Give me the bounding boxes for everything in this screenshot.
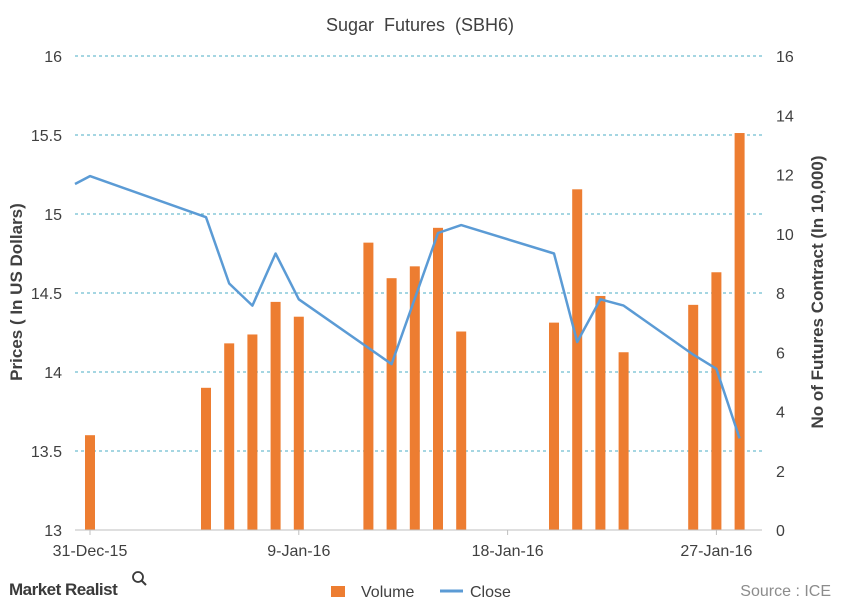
- volume-bar: [247, 334, 258, 530]
- x-tick-label: 18-Jan-16: [472, 543, 544, 560]
- magnifier-icon: [132, 571, 147, 586]
- left-tick-label: 15.5: [31, 128, 62, 145]
- right-tick-label: 10: [776, 227, 794, 244]
- volume-bar: [386, 278, 397, 530]
- volume-bar: [409, 266, 420, 530]
- brand-logo: Market Realist: [9, 571, 147, 599]
- x-tick-label: 31-Dec-15: [53, 543, 128, 560]
- x-axis-ticks: 31-Dec-15 9-Jan-16 18-Jan-16 27-Jan-16: [53, 530, 753, 560]
- left-tick-label: 16: [44, 49, 62, 66]
- left-tick-label: 13.5: [31, 444, 62, 461]
- left-tick-label: 13: [44, 523, 62, 540]
- volume-bar: [270, 301, 281, 530]
- legend-volume-swatch: [331, 586, 345, 597]
- volume-bar: [688, 304, 699, 530]
- x-tick-label: 27-Jan-16: [680, 543, 752, 560]
- volume-bar: [85, 435, 95, 530]
- legend: Volume Close: [331, 584, 511, 601]
- volume-bar: [734, 133, 745, 530]
- right-tick-label: 6: [776, 345, 785, 362]
- volume-bar: [363, 242, 374, 530]
- volume-bar: [711, 272, 722, 530]
- volume-bar: [433, 227, 443, 530]
- right-tick-label: 16: [776, 49, 794, 66]
- volume-bar: [456, 331, 467, 530]
- source-note: Source : ICE: [740, 583, 831, 600]
- right-tick-label: 12: [776, 168, 794, 185]
- x-tick-label: 9-Jan-16: [267, 543, 330, 560]
- left-axis-label: Prices ( In US Dollars): [7, 203, 26, 381]
- right-tick-label: 8: [776, 286, 785, 303]
- volume-bar: [224, 343, 235, 530]
- left-tick-label: 14.5: [31, 286, 62, 303]
- volume-bar: [595, 295, 606, 530]
- volume-bars: [85, 133, 745, 530]
- legend-close-label: Close: [470, 584, 511, 601]
- right-tick-label: 14: [776, 108, 794, 125]
- volume-bar: [201, 387, 211, 530]
- volume-bar: [572, 189, 583, 530]
- left-tick-label: 15: [44, 207, 62, 224]
- volume-bar: [618, 352, 629, 530]
- right-tick-label: 2: [776, 464, 785, 481]
- close-series-line: [74, 174, 741, 439]
- close-line: [74, 174, 741, 439]
- right-tick-label: 0: [776, 523, 785, 540]
- right-axis-label: No of Futures Contract (In 10,000): [808, 156, 827, 429]
- volume-bar: [549, 322, 559, 530]
- right-axis-ticks: 0 2 4 6 8 10 12 14 16: [776, 49, 794, 540]
- right-tick-label: 4: [776, 405, 785, 422]
- left-axis-ticks: 13 13.5 14 14.5 15 15.5 16: [31, 49, 62, 540]
- chart-title: Sugar Futures (SBH6): [326, 15, 514, 35]
- legend-volume-label: Volume: [361, 584, 414, 601]
- left-tick-label: 14: [44, 365, 62, 382]
- brand-text: Market Realist: [9, 580, 118, 599]
- volume-bar: [293, 316, 304, 530]
